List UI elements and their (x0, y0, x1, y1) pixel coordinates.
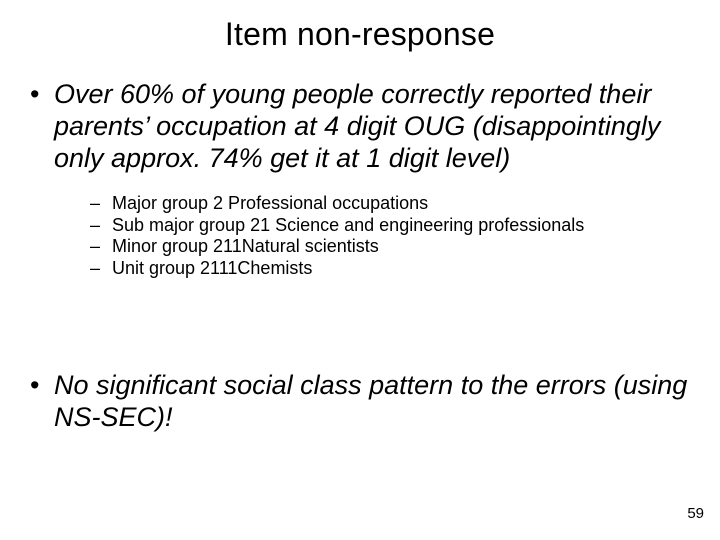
bullet-item: Over 60% of young people correctly repor… (28, 79, 692, 280)
sub-bullet-item: Major group 2 Professional occupations (90, 193, 692, 215)
bullet-item: No significant social class pattern to t… (28, 370, 692, 434)
sub-bullet-list: Major group 2 Professional occupations S… (54, 193, 692, 281)
slide-title: Item non-response (0, 0, 720, 53)
slide-body: Over 60% of young people correctly repor… (0, 53, 720, 434)
sub-bullet-text: Sub major group 21 Science and engineeri… (112, 215, 584, 235)
sub-bullet-text: Minor group 211Natural scientists (112, 236, 379, 256)
page-number: 59 (687, 505, 704, 522)
bullet-text: Over 60% of young people correctly repor… (54, 79, 660, 173)
slide: Item non-response Over 60% of young peop… (0, 0, 720, 540)
bullet-list: Over 60% of young people correctly repor… (28, 79, 692, 280)
sub-bullet-item: Sub major group 21 Science and engineeri… (90, 215, 692, 237)
bullet-text: No significant social class pattern to t… (54, 370, 687, 432)
sub-bullet-item: Unit group 2111Chemists (90, 258, 692, 280)
sub-bullet-text: Major group 2 Professional occupations (112, 193, 428, 213)
bullet-list-2: No significant social class pattern to t… (28, 370, 692, 434)
sub-bullet-item: Minor group 211Natural scientists (90, 236, 692, 258)
sub-bullet-text: Unit group 2111Chemists (112, 258, 312, 278)
spacer (28, 304, 692, 370)
